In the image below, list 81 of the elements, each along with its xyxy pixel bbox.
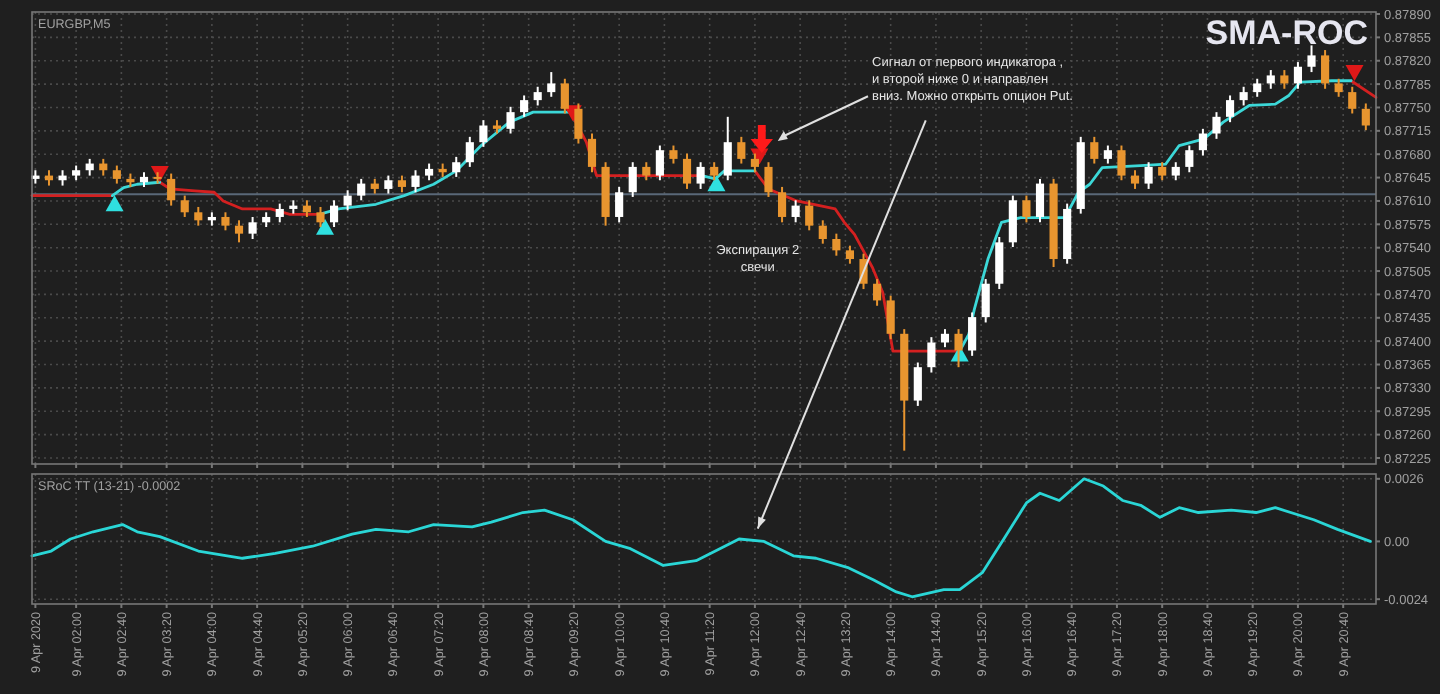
candlestick	[805, 199, 814, 232]
candlestick	[1117, 144, 1126, 182]
candlestick	[343, 189, 352, 212]
candlestick	[1321, 49, 1330, 90]
candlestick	[1239, 85, 1248, 107]
candlestick	[411, 169, 420, 194]
candlestick	[995, 236, 1004, 291]
candlestick	[655, 144, 664, 182]
candlestick	[1348, 85, 1357, 115]
candlestick	[1144, 161, 1153, 190]
candlestick	[1090, 135, 1099, 165]
candlestick	[1334, 77, 1343, 98]
candlestick	[723, 115, 732, 182]
candlestick	[1171, 161, 1180, 182]
candlestick	[873, 278, 882, 307]
candlestick	[248, 215, 257, 240]
candlestick	[180, 194, 189, 218]
candlestick	[968, 311, 977, 357]
candlestick	[737, 135, 746, 165]
candlestick	[1158, 161, 1167, 182]
candlestick	[1253, 77, 1262, 98]
candlestick	[642, 161, 651, 182]
candlestick	[1307, 44, 1316, 74]
candlestick	[547, 71, 556, 98]
candlestick	[1225, 94, 1235, 124]
candlestick	[1266, 69, 1275, 90]
candlestick	[913, 361, 922, 407]
chart-title: SMA-ROC	[1205, 14, 1368, 52]
candlestick	[329, 199, 339, 228]
candlestick	[954, 328, 963, 369]
candlestick	[1293, 61, 1303, 90]
candlestick	[1212, 111, 1221, 140]
candlestick	[940, 328, 950, 349]
point	[105, 195, 124, 212]
candlestick	[1022, 194, 1031, 224]
candlestick	[316, 205, 325, 228]
candlestick	[777, 185, 787, 224]
candlestick	[533, 85, 542, 107]
candlestick	[927, 336, 936, 374]
candlestick	[1198, 127, 1207, 157]
candlestick	[682, 152, 692, 190]
candlestick	[384, 174, 393, 195]
candlestick	[696, 161, 705, 190]
candlestick	[1361, 102, 1370, 132]
candlestick	[574, 102, 583, 145]
candlestick	[791, 199, 800, 224]
candlestick	[750, 152, 759, 174]
candlestick	[479, 119, 488, 148]
candlestick	[112, 164, 121, 185]
candlestick	[357, 177, 366, 202]
candlestick	[981, 278, 990, 324]
candlestick	[710, 161, 719, 182]
candlestick	[628, 161, 637, 198]
candlestick	[615, 185, 624, 224]
candlestick	[560, 77, 569, 115]
candlestick	[221, 211, 230, 232]
point	[1345, 65, 1364, 82]
candlestick	[886, 294, 895, 341]
candlestick	[520, 94, 529, 118]
candlestick	[452, 155, 461, 178]
candlestick	[832, 232, 841, 257]
candlestick	[845, 244, 855, 265]
candlestick	[587, 132, 597, 174]
candlestick	[1130, 169, 1140, 190]
candlestick	[506, 105, 515, 135]
candlestick	[764, 161, 773, 198]
line-series	[30, 477, 1372, 599]
candlestick	[194, 205, 203, 227]
candlestick	[1035, 177, 1045, 224]
candlestick	[1008, 194, 1017, 249]
point	[707, 175, 726, 192]
candlestick	[669, 144, 678, 165]
candlestick	[1103, 144, 1112, 165]
candlestick	[234, 219, 244, 244]
candlestick	[465, 135, 474, 168]
candlestick	[818, 219, 827, 245]
candlestick	[1185, 144, 1194, 174]
point	[316, 218, 335, 235]
candlestick	[167, 172, 176, 207]
candlestick	[275, 202, 284, 224]
candlestick	[1280, 69, 1289, 90]
